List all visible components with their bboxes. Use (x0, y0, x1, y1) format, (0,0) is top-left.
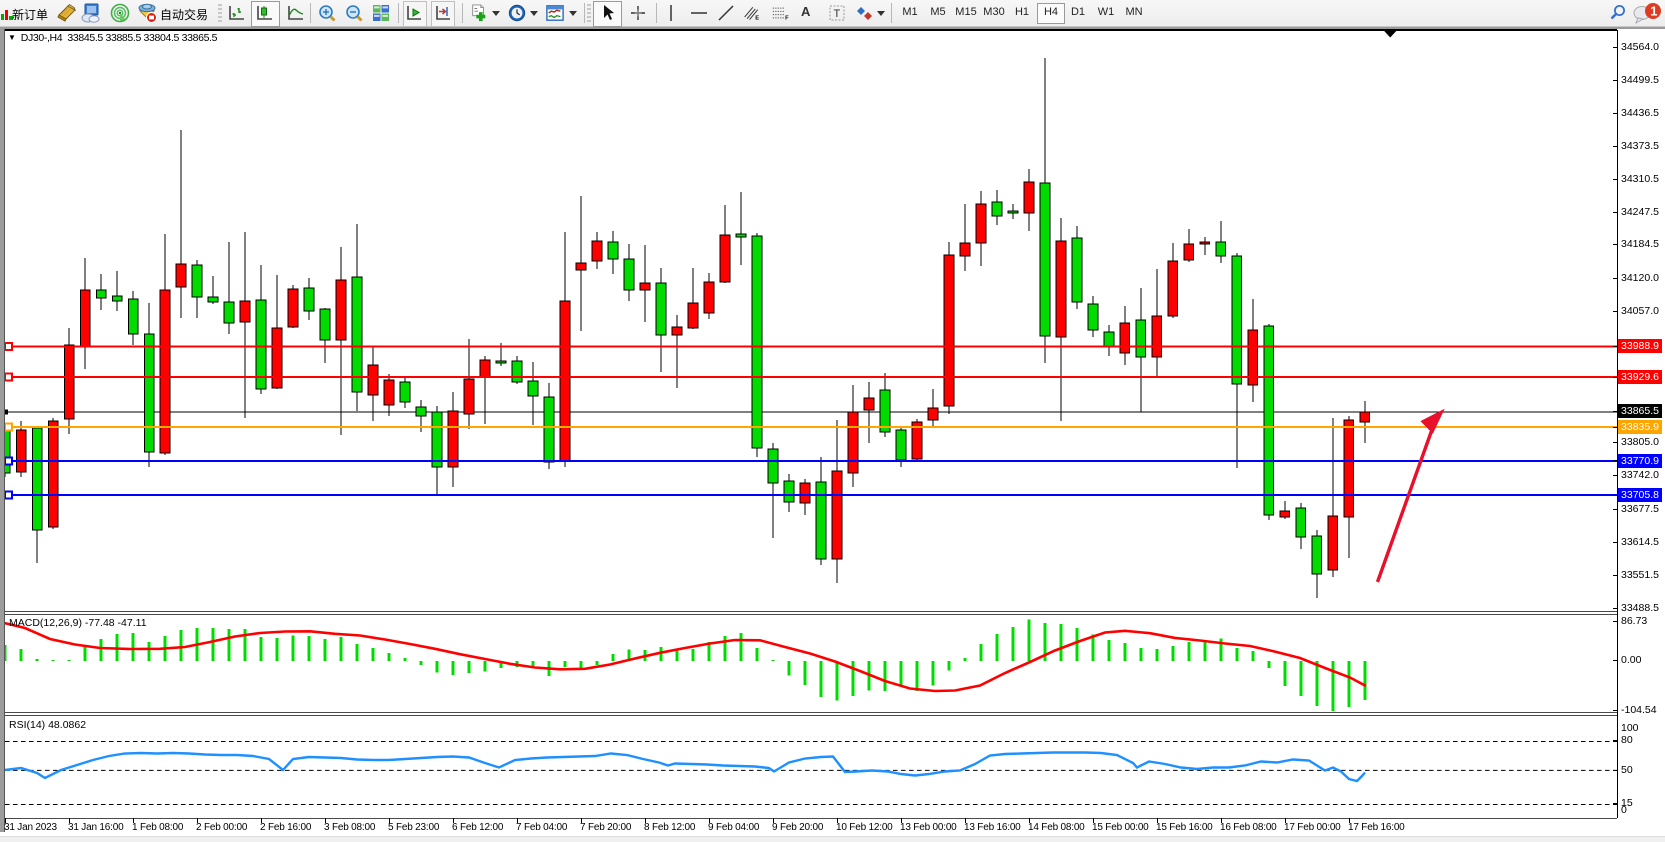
svg-text:E: E (755, 16, 759, 22)
svg-text:T: T (834, 8, 841, 20)
svg-text:1: 1 (1650, 4, 1657, 19)
svg-text:F: F (785, 16, 789, 22)
